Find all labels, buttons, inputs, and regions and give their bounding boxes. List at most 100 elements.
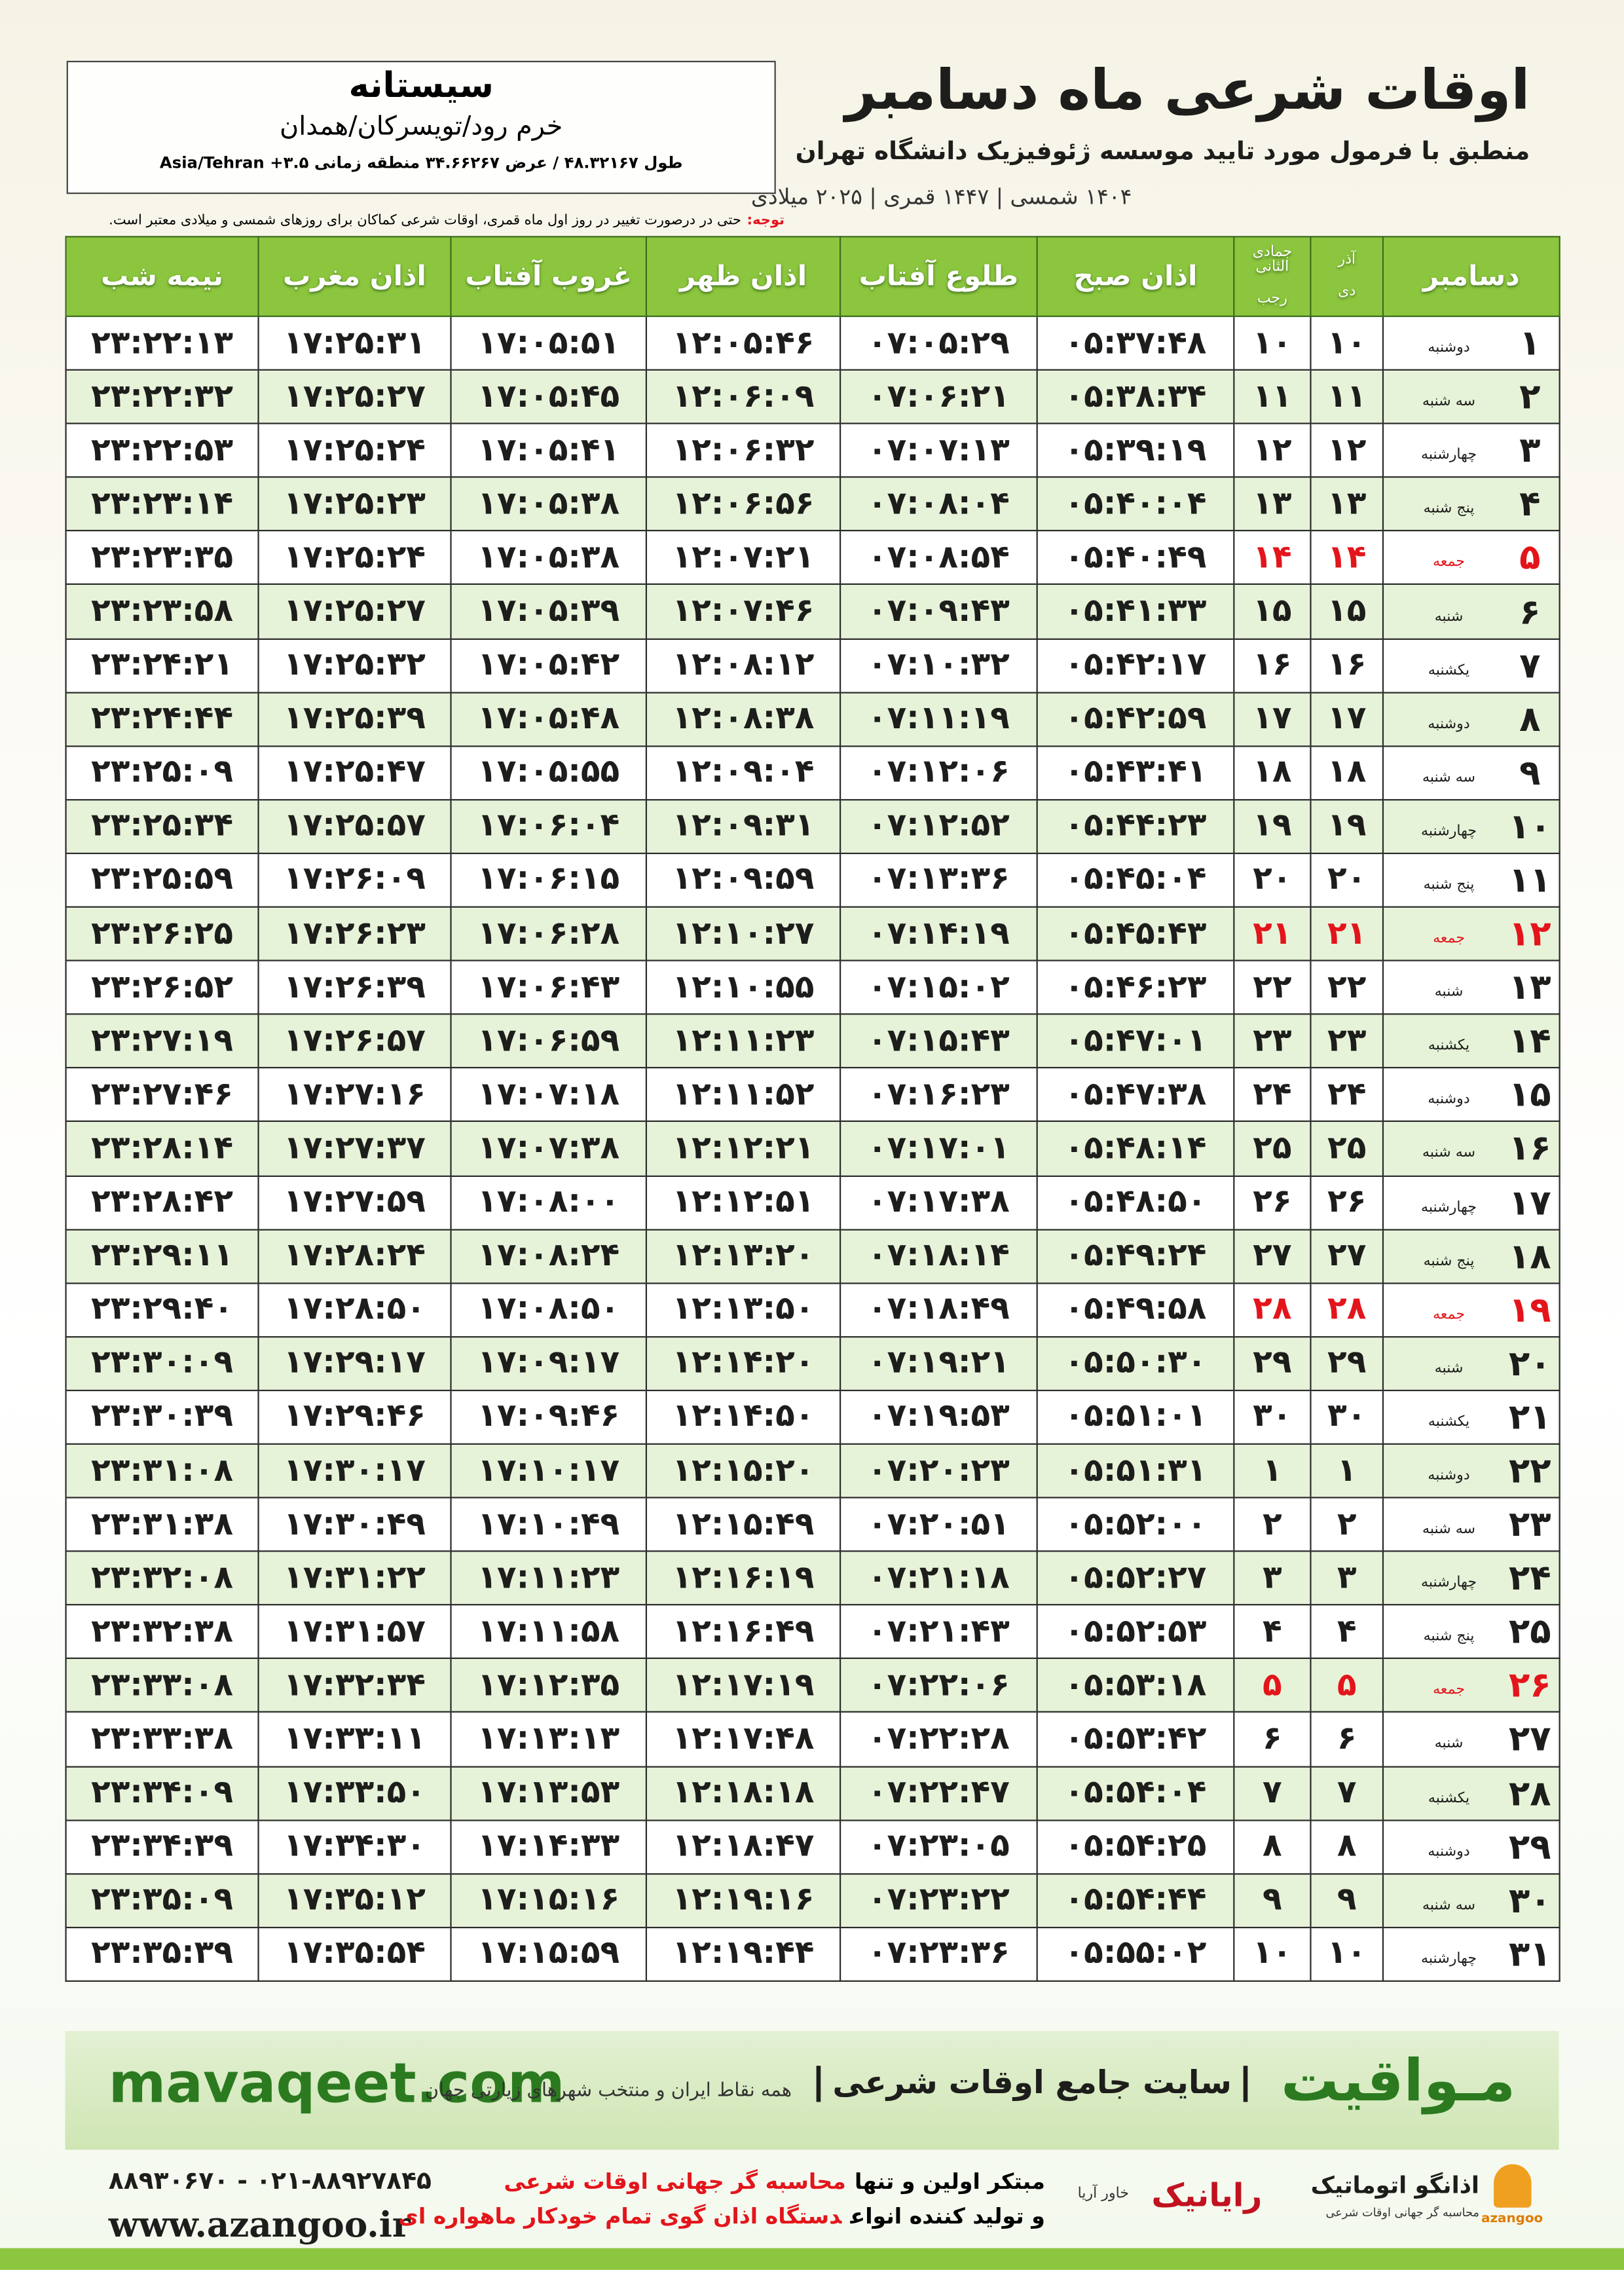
time-cell: ۰۷:۲۱:۴۳	[839, 1604, 1038, 1660]
table-row: ۶شنبه ۱۵ ۱۵ ۰۵:۴۱:۳۳ ۰۷:۰۹:۴۳ ۱۲:۰۷:۴۶ ۱۷:۰۵:۳…	[65, 584, 1560, 640]
time-cell: ۲۳:۲۴:۲۱	[65, 637, 259, 693]
date-cell: ۱۹	[1233, 798, 1312, 854]
day-number: ۱۷	[1508, 1182, 1551, 1223]
date-cell: ۱۸	[1310, 745, 1384, 800]
table-row: ۳چهارشنبه ۱۲ ۱۲ ۰۵:۳۹:۱۹ ۰۷:۰۷:۱۳ ۱۲:۰۶:۳۲ ۱۷:…	[65, 422, 1560, 479]
time-cell: ۰۵:۳۷:۴۸	[1036, 315, 1235, 371]
time-cell: ۱۲:۱۰:۲۷	[645, 906, 841, 961]
day-cell: ۱۵ دوشنبه	[1382, 1067, 1560, 1123]
weekday: چهارشنبه	[1421, 447, 1477, 464]
dates: ۱۴۰۴ شمسی | ۱۴۴۷ قمری | ۲۰۲۵ میلادی	[750, 183, 1132, 210]
date-cell: ۷	[1310, 1765, 1384, 1821]
time-cell: ۱۷:۱۰:۴۹	[450, 1497, 648, 1552]
time-cell: ۰۷:۰۸:۵۴	[839, 530, 1038, 586]
date-cell: ۳	[1233, 1550, 1312, 1606]
day-number: ۱۳	[1508, 967, 1551, 1008]
promo-highlight: دستگاه اذان گوی تمام خودکار ماهواره ای	[398, 2203, 842, 2229]
time-cell: ۱۷:۲۶:۲۳	[257, 906, 452, 961]
date-cell: ۱۰	[1310, 1926, 1384, 1982]
time-cell: ۰۷:۰۸:۰۴	[839, 476, 1038, 532]
column-header-top: جمادی الثانی	[1252, 244, 1293, 275]
time-cell: ۱۷:۰۸:۵۰	[450, 1282, 648, 1337]
bottom-strip	[0, 2248, 1624, 2270]
brand: مـواقیت	[1280, 2048, 1516, 2115]
weekday: سه شنبه	[1422, 394, 1476, 410]
day-number: ۱۰	[1508, 806, 1551, 847]
day-cell: ۱۹ جمعه	[1382, 1282, 1560, 1337]
day-cell: ۲۸ یکشنبه	[1382, 1765, 1560, 1821]
note-label: توجه:	[747, 212, 785, 229]
weekday: یکشنبه	[1428, 1790, 1470, 1806]
time-cell: ۱۷:۲۶:۵۷	[257, 1013, 452, 1069]
date-cell: ۱۸	[1233, 745, 1312, 800]
date-cell: ۱۹	[1310, 798, 1384, 854]
table-row: ۲۳سه شنبه ۲ ۲ ۰۵:۵۲:۰۰ ۰۷:۲۰:۵۱ ۱۲:۱۵:۴۹ ۱۷:۱۰…	[65, 1497, 1560, 1552]
weekday: سه شنبه	[1422, 1897, 1476, 1914]
time-cell: ۲۳:۳۵:۳۹	[65, 1926, 259, 1982]
time-cell: ۰۷:۱۹:۵۳	[839, 1389, 1038, 1445]
table-row: ۲۷شنبه ۶ ۶ ۰۵:۵۳:۴۲ ۰۷:۲۲:۲۸ ۱۲:۱۷:۴۸ ۱۷:۱۳:۱۳…	[65, 1711, 1560, 1767]
time-cell: ۱۷:۲۵:۲۴	[257, 422, 452, 479]
date-cell: ۱۶	[1233, 637, 1312, 693]
time-cell: ۱۷:۰۶:۲۸	[450, 906, 648, 961]
table-row: ۱۲جمعه ۲۱ ۲۱ ۰۵:۴۵:۴۳ ۰۷:۱۴:۱۹ ۱۲:۱۰:۲۷ ۱۷:۰۶:…	[65, 906, 1560, 961]
time-cell: ۱۷:۳۲:۳۴	[257, 1658, 452, 1713]
time-cell: ۲۳:۲۵:۳۴	[65, 798, 259, 854]
column-header: غروب آفتاب	[450, 236, 648, 318]
day-number: ۲۶	[1508, 1665, 1551, 1706]
column-header: اذان ظهر	[645, 236, 841, 318]
time-cell: ۱۲:۰۷:۲۱	[645, 530, 841, 586]
time-cell: ۱۲:۱۸:۱۸	[645, 1765, 841, 1821]
date-cell: ۲۹	[1310, 1335, 1384, 1391]
time-cell: ۱۲:۱۵:۴۹	[645, 1497, 841, 1552]
day-cell: ۲۷ شنبه	[1382, 1711, 1560, 1767]
date-cell: ۱۵	[1233, 584, 1312, 640]
time-cell: ۲۳:۳۲:۳۸	[65, 1604, 259, 1660]
time-cell: ۰۵:۵۲:۲۷	[1036, 1550, 1235, 1606]
time-cell: ۱۷:۰۶:۴۳	[450, 959, 648, 1015]
day-cell: ۲۰ شنبه	[1382, 1335, 1560, 1391]
column-header: اذان مغرب	[257, 236, 452, 318]
time-cell: ۱۷:۳۰:۱۷	[257, 1443, 452, 1498]
time-cell: ۰۵:۵۲:۰۰	[1036, 1497, 1235, 1552]
time-cell: ۱۷:۰۹:۱۷	[450, 1335, 648, 1391]
date-cell: ۳۰	[1233, 1389, 1312, 1445]
weekday: سه شنبه	[1422, 1145, 1476, 1162]
weekday: شنبه	[1434, 608, 1464, 625]
logo-text: اذانگو اتوماتیک	[1310, 2171, 1479, 2199]
time-cell: ۰۵:۵۲:۵۳	[1036, 1604, 1235, 1660]
time-cell: ۱۲:۰۹:۰۴	[645, 745, 841, 800]
promo-highlight: محاسبه گر جهانی اوقات شرعی	[504, 2168, 846, 2195]
time-cell: ۰۵:۵۵:۰۲	[1036, 1926, 1235, 1982]
time-cell: ۰۷:۱۴:۱۹	[839, 906, 1038, 961]
time-cell: ۱۷:۲۷:۵۹	[257, 1174, 452, 1230]
date-cell: ۲	[1310, 1497, 1384, 1552]
weekday: جمعه	[1433, 1683, 1466, 1699]
date-cell: ۱۶	[1310, 637, 1384, 693]
date-cell: ۱۲	[1310, 422, 1384, 479]
weekday: شنبه	[1434, 1736, 1464, 1753]
day-cell: ۱ دوشنبه	[1382, 315, 1560, 371]
website: www.azangoo.ir	[108, 2203, 411, 2246]
day-number: ۱۱	[1508, 859, 1551, 901]
time-cell: ۱۲:۱۶:۱۹	[645, 1550, 841, 1606]
day-cell: ۳ چهارشنبه	[1382, 422, 1560, 479]
time-cell: ۰۵:۵۴:۴۴	[1036, 1872, 1235, 1928]
time-cell: ۱۲:۱۸:۴۷	[645, 1819, 841, 1874]
time-cell: ۰۵:۴۷:۳۸	[1036, 1067, 1235, 1123]
time-cell: ۰۷:۲۲:۲۸	[839, 1711, 1038, 1767]
time-cell: ۱۷:۲۵:۴۷	[257, 745, 452, 800]
date-cell: ۱۴	[1310, 530, 1384, 586]
day-cell: ۲۲ دوشنبه	[1382, 1443, 1560, 1498]
table-row: ۳۰سه شنبه ۹ ۹ ۰۵:۵۴:۴۴ ۰۷:۲۳:۲۲ ۱۲:۱۹:۱۶ ۱۷:۱۵…	[65, 1872, 1560, 1928]
weekday: جمعه	[1433, 931, 1466, 947]
time-cell: ۰۷:۲۲:۰۶	[839, 1658, 1038, 1713]
time-cell: ۱۷:۰۸:۰۰	[450, 1174, 648, 1230]
time-cell: ۱۷:۰۶:۵۹	[450, 1013, 648, 1069]
time-cell: ۱۲:۱۷:۴۸	[645, 1711, 841, 1767]
time-cell: ۰۵:۴۵:۰۴	[1036, 852, 1235, 908]
time-cell: ۱۷:۰۵:۵۱	[450, 315, 648, 371]
table-row: ۹سه شنبه ۱۸ ۱۸ ۰۵:۴۳:۴۱ ۰۷:۱۲:۰۶ ۱۲:۰۹:۰۴ ۱۷:۰…	[65, 745, 1560, 800]
day-number: ۲	[1519, 376, 1541, 417]
time-cell: ۱۷:۲۵:۲۴	[257, 530, 452, 586]
